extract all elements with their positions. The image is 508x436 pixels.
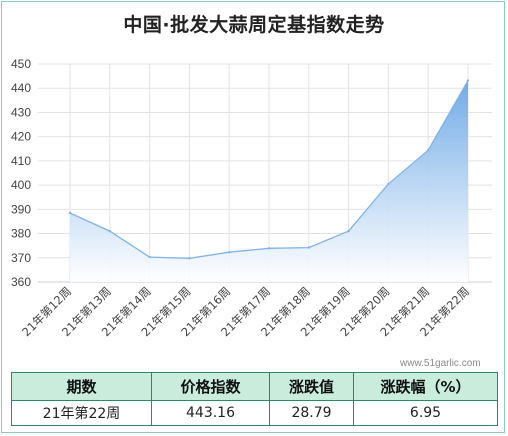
cell-period: 21年第22周 (11, 400, 152, 426)
area-layer (68, 79, 470, 282)
x-axis-ticks: 21年第12周21年第13周21年第14周21年第15周21年第16周21年第1… (19, 284, 472, 339)
data-point (347, 229, 350, 233)
cell-change-value: 28.79 (269, 400, 354, 426)
y-tick-label: 370 (11, 251, 31, 265)
data-point (68, 211, 72, 215)
data-point (108, 229, 112, 233)
summary-table: 期数 价格指数 涨跌值 涨跌幅（%） 21年第22周 443.16 28.79 … (11, 372, 498, 426)
header-change-percent: 涨跌幅（%） (353, 372, 498, 401)
y-tick-label: 360 (11, 275, 31, 289)
y-tick-label: 400 (11, 178, 31, 192)
grid-layer (38, 63, 492, 283)
data-point (148, 255, 151, 259)
summary-header-row: 期数 价格指数 涨跌值 涨跌幅（%） (11, 372, 498, 401)
y-axis-ticks: 360 370 380 390 400 410 420 430 440 450 (11, 57, 31, 289)
watermark: www.51garlic.com (400, 358, 481, 369)
header-change-value: 涨跌值 (269, 372, 354, 401)
data-point (188, 257, 191, 260)
data-point (267, 247, 271, 250)
summary-data-row: 21年第22周 443.16 28.79 6.95 (11, 400, 498, 426)
data-point (307, 246, 310, 249)
header-period: 期数 (11, 372, 152, 401)
header-price-index: 价格指数 (151, 372, 270, 401)
y-tick-label: 430 (11, 105, 31, 119)
series-area (70, 80, 468, 282)
chart-title: 中国·批发大蒜周定基指数走势 (123, 14, 385, 36)
chart-svg: 360 370 380 390 400 410 420 430 440 450 21年第12周21… (11, 57, 492, 339)
cell-change-percent: 6.95 (353, 400, 498, 426)
data-point (466, 79, 470, 82)
y-tick-label: 420 (11, 130, 31, 144)
y-tick-label: 380 (11, 227, 31, 241)
data-point (427, 149, 430, 152)
data-point (387, 182, 390, 186)
y-tick-label: 390 (11, 202, 31, 216)
y-tick-label: 450 (11, 57, 31, 71)
y-tick-label: 440 (11, 81, 31, 95)
data-point (228, 251, 231, 254)
y-tick-label: 410 (11, 154, 31, 168)
cell-price-index: 443.16 (151, 400, 270, 426)
